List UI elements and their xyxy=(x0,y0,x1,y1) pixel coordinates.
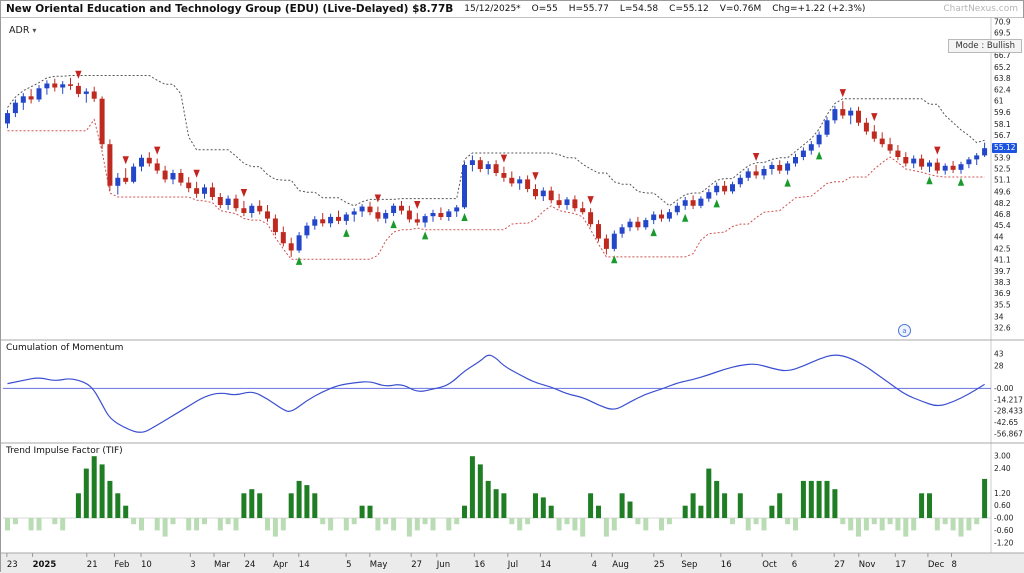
svg-text:10: 10 xyxy=(141,560,152,570)
svg-text:35.5: 35.5 xyxy=(994,300,1011,309)
svg-text:52.5: 52.5 xyxy=(994,165,1011,174)
svg-text:41.1: 41.1 xyxy=(994,256,1011,265)
svg-text:23: 23 xyxy=(7,560,18,570)
svg-text:Dec: Dec xyxy=(928,560,945,570)
quote-high: H=55.77 xyxy=(568,4,609,14)
svg-text:16: 16 xyxy=(474,560,485,570)
svg-text:51.1: 51.1 xyxy=(994,176,1011,185)
svg-text:63.8: 63.8 xyxy=(994,74,1011,83)
svg-text:4: 4 xyxy=(592,560,597,570)
watermark-text: ChartNexus.com xyxy=(943,4,1018,14)
svg-text:58.1: 58.1 xyxy=(994,120,1011,129)
svg-text:56.7: 56.7 xyxy=(994,131,1011,140)
svg-text:Aug: Aug xyxy=(612,560,629,570)
svg-text:62.4: 62.4 xyxy=(994,85,1011,94)
svg-text:Jul: Jul xyxy=(507,560,518,570)
chart-stack: 70.969.568.166.765.263.862.46159.658.156… xyxy=(1,18,1024,573)
mode-badge[interactable]: Mode : Bullish xyxy=(948,39,1022,53)
quote-volume: V=0.76M xyxy=(719,4,762,14)
svg-text:65.2: 65.2 xyxy=(994,63,1011,72)
svg-text:39.7: 39.7 xyxy=(994,267,1011,276)
svg-text:45.4: 45.4 xyxy=(994,221,1011,230)
svg-text:-0.00: -0.00 xyxy=(994,514,1014,523)
svg-text:Oct: Oct xyxy=(762,560,777,570)
svg-text:27: 27 xyxy=(834,560,845,570)
svg-text:-0.00: -0.00 xyxy=(994,384,1014,393)
instrument-selector[interactable]: ADR ▾ xyxy=(9,25,36,36)
svg-text:61: 61 xyxy=(994,97,1004,106)
svg-text:53.9: 53.9 xyxy=(994,153,1011,162)
svg-text:2025: 2025 xyxy=(33,560,57,570)
svg-text:70.9: 70.9 xyxy=(994,18,1011,27)
svg-text:Sep: Sep xyxy=(681,560,697,570)
header-bar: New Oriental Education and Technology Gr… xyxy=(1,1,1023,18)
svg-text:48.2: 48.2 xyxy=(994,199,1011,208)
svg-text:-1.20: -1.20 xyxy=(994,538,1014,547)
tif-panel-title: Trend Impulse Factor (TIF) xyxy=(6,446,123,456)
svg-text:May: May xyxy=(370,560,388,570)
last-price-tag: 55.12 xyxy=(992,143,1018,153)
svg-text:46.8: 46.8 xyxy=(994,210,1011,219)
svg-text:Jun: Jun xyxy=(436,560,450,570)
svg-text:59.6: 59.6 xyxy=(994,108,1011,117)
svg-text:36.9: 36.9 xyxy=(994,289,1011,298)
svg-text:8: 8 xyxy=(952,560,957,570)
svg-text:44: 44 xyxy=(994,232,1004,241)
svg-text:5: 5 xyxy=(346,560,351,570)
svg-text:Mar: Mar xyxy=(214,560,231,570)
svg-text:Apr: Apr xyxy=(273,560,288,570)
svg-text:0.60: 0.60 xyxy=(994,501,1011,510)
quote-low: L=54.58 xyxy=(619,4,659,14)
svg-text:14: 14 xyxy=(540,560,551,570)
svg-text:6: 6 xyxy=(792,560,797,570)
svg-text:66.7: 66.7 xyxy=(994,51,1011,60)
svg-text:28: 28 xyxy=(994,362,1004,371)
svg-text:34: 34 xyxy=(994,312,1004,321)
svg-text:-56.867: -56.867 xyxy=(994,429,1023,438)
chartnexus-badge-icon: a xyxy=(898,324,911,337)
quote-open: O=55 xyxy=(531,4,558,14)
svg-text:1.20: 1.20 xyxy=(994,489,1011,498)
svg-text:21: 21 xyxy=(87,560,98,570)
chevron-down-icon: ▾ xyxy=(32,26,37,35)
svg-text:14: 14 xyxy=(299,560,310,570)
svg-text:-28.433: -28.433 xyxy=(994,407,1023,416)
svg-text:16: 16 xyxy=(721,560,732,570)
svg-text:-42.65: -42.65 xyxy=(994,418,1018,427)
quote-close: C=55.12 xyxy=(669,4,709,14)
xaxis-strip xyxy=(1,553,1024,573)
instrument-title: New Oriental Education and Technology Gr… xyxy=(6,3,454,15)
quote-change: Chg=+1.22 (+2.3%) xyxy=(772,4,866,14)
chart-background xyxy=(1,18,1024,573)
svg-text:17: 17 xyxy=(895,560,906,570)
svg-text:25: 25 xyxy=(654,560,665,570)
quote-date: 15/12/2025* xyxy=(464,4,521,14)
svg-text:3.00: 3.00 xyxy=(994,452,1011,461)
svg-text:-0.60: -0.60 xyxy=(994,526,1014,535)
svg-text:24: 24 xyxy=(245,560,256,570)
svg-text:27: 27 xyxy=(411,560,422,570)
svg-text:2.40: 2.40 xyxy=(994,464,1011,473)
instrument-selector-label: ADR xyxy=(9,25,30,36)
chart-canvas[interactable]: 70.969.568.166.765.263.862.46159.658.156… xyxy=(1,18,1024,573)
svg-text:43: 43 xyxy=(994,350,1004,359)
svg-text:Nov: Nov xyxy=(859,560,876,570)
svg-text:32.6: 32.6 xyxy=(994,324,1011,333)
momentum-panel-title: Cumulation of Momentum xyxy=(6,343,124,353)
svg-text:69.5: 69.5 xyxy=(994,29,1011,38)
svg-text:Feb: Feb xyxy=(114,560,129,570)
svg-text:42.5: 42.5 xyxy=(994,244,1011,253)
svg-text:38.3: 38.3 xyxy=(994,278,1011,287)
svg-text:49.6: 49.6 xyxy=(994,188,1011,197)
svg-text:-14.217: -14.217 xyxy=(994,395,1023,404)
svg-text:3: 3 xyxy=(190,560,195,570)
data-layer: 70.969.568.166.765.263.862.46159.658.156… xyxy=(3,18,1023,570)
